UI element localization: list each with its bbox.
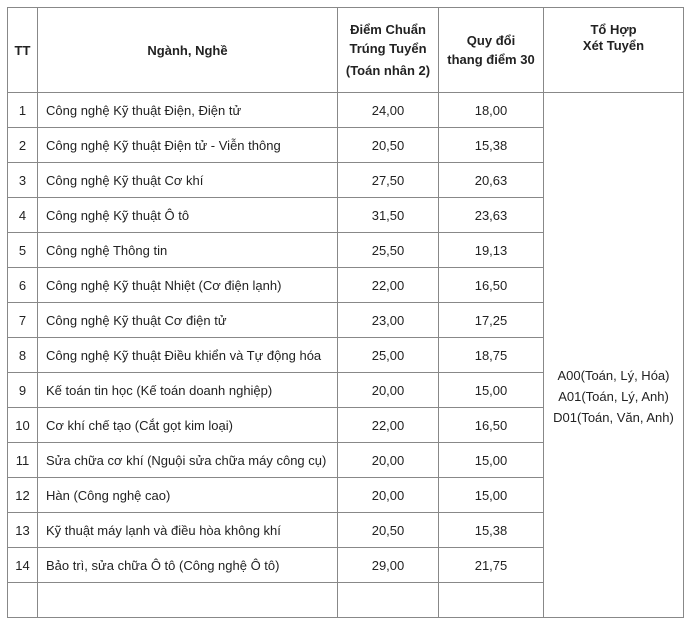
header-combo-line2: Xét Tuyển [582,38,645,53]
header-conv: Quy đổi thang điểm 30 [438,7,544,93]
row-score: 31,50 [337,197,439,233]
header-score: Điểm Chuẩn Trúng Tuyển (Toán nhân 2) [337,7,439,93]
row-name: Bảo trì, sửa chữa Ô tô (Công nghệ Ô tô) [37,547,338,583]
row-tt: 8 [7,337,38,373]
header-combo: Tổ Hợp Xét Tuyển [543,7,684,93]
combo-item: A01(Toán, Lý, Anh) [558,389,669,404]
row-cell-empty [438,582,544,618]
row-conv: 18,75 [438,337,544,373]
row-name: Công nghệ Kỹ thuật Điện tử - Viễn thông [37,127,338,163]
row-name: Kỹ thuật máy lạnh và điều hòa không khí [37,512,338,548]
row-score: 20,00 [337,372,439,408]
table-row: 11 Sửa chữa cơ khí (Nguội sửa chữa máy cô… [7,442,684,478]
row-name: Hàn (Công nghệ cao) [37,477,338,513]
table-row: 4 Công nghệ Kỹ thuật Ô tô 31,50 23,63 [7,197,684,233]
table-row: 3 Công nghệ Kỹ thuật Cơ khí 27,50 20,63 [7,162,684,198]
table-row: 2 Công nghệ Kỹ thuật Điện tử - Viễn thông… [7,127,684,163]
row-tt: 14 [7,547,38,583]
table-row: 12 Hàn (Công nghệ cao) 20,00 15,00 [7,477,684,513]
row-name: Công nghệ Kỹ thuật Ô tô [37,197,338,233]
row-tt: 10 [7,407,38,443]
row-name: Công nghệ Thông tin [37,232,338,268]
row-score: 22,00 [337,267,439,303]
row-tt: 11 [7,442,38,478]
header-score-line1: Điểm Chuẩn [350,22,426,37]
row-tt: 4 [7,197,38,233]
row-conv: 16,50 [438,267,544,303]
header-row: TT Ngành, Nghề Điểm Chuẩn Trúng Tuyển (T… [7,7,684,93]
row-cell-empty [7,582,38,618]
row-score: 20,50 [337,127,439,163]
row-name: Kế toán tin học (Kế toán doanh nghiệp) [37,372,338,408]
row-conv: 15,00 [438,372,544,408]
table-row: 10 Cơ khí chế tạo (Cắt gọt kim loại) 22,00… [7,407,684,443]
row-name: Cơ khí chế tạo (Cắt gọt kim loại) [37,407,338,443]
table-row: 5 Công nghệ Thông tin 25,50 19,13 [7,232,684,268]
table-row: 7 Công nghệ Kỹ thuật Cơ điện tử 23,00 17,25 [7,302,684,338]
row-tt: 13 [7,512,38,548]
row-tt: 2 [7,127,38,163]
combo-cell: A00(Toán, Lý, Hóa) A01(Toán, Lý, Anh) D01(… [543,92,684,618]
row-score: 20,50 [337,512,439,548]
row-name: Sửa chữa cơ khí (Nguội sửa chữa máy công… [37,442,338,478]
row-name: Công nghệ Kỹ thuật Cơ khí [37,162,338,198]
row-conv: 23,63 [438,197,544,233]
table-row: 8 Công nghệ Kỹ thuật Điều khiển và Tự độn… [7,337,684,373]
row-conv: 21,75 [438,547,544,583]
row-cell-empty [337,582,439,618]
row-name: Công nghệ Kỹ thuật Điện, Điện tử [37,92,338,128]
row-tt: 5 [7,232,38,268]
row-conv: 15,00 [438,477,544,513]
row-name: Công nghệ Kỹ thuật Cơ điện tử [37,302,338,338]
row-name: Công nghệ Kỹ thuật Điều khiển và Tự động… [37,337,338,373]
header-conv-line1: Quy đổi [466,33,516,48]
row-score: 25,50 [337,232,439,268]
table-row: 13 Kỹ thuật máy lạnh và điều hòa không kh… [7,512,684,548]
row-cell-empty [37,582,338,618]
combo-item: A00(Toán, Lý, Hóa) [557,368,670,383]
row-score: 25,00 [337,337,439,373]
row-conv: 19,13 [438,232,544,268]
header-score-line3: (Toán nhân 2) [345,63,431,78]
table-row: 9 Kế toán tin học (Kế toán doanh nghiệp) 2… [7,372,684,408]
row-score: 22,00 [337,407,439,443]
table-row: 6 Công nghệ Kỹ thuật Nhiệt (Cơ điện lạnh)… [7,267,684,303]
table-row: 1 Công nghệ Kỹ thuật Điện, Điện tử 24,00 18… [7,92,684,618]
row-tt: 1 [7,92,38,128]
row-score: 24,00 [337,92,439,128]
row-score: 20,00 [337,477,439,513]
row-conv: 16,50 [438,407,544,443]
row-score: 20,00 [337,442,439,478]
row-name: Công nghệ Kỹ thuật Nhiệt (Cơ điện lạnh) [37,267,338,303]
header-name: Ngành, Nghề [37,7,338,93]
row-conv: 20,63 [438,162,544,198]
header-conv-line2: thang điểm 30 [447,52,535,67]
row-tt: 7 [7,302,38,338]
row-tt: 3 [7,162,38,198]
row-conv: 15,00 [438,442,544,478]
header-score-line2: Trúng Tuyển [349,41,427,56]
header-tt: TT [7,7,38,93]
row-tt: 12 [7,477,38,513]
row-tt: 6 [7,267,38,303]
row-score: 27,50 [337,162,439,198]
header-combo-line1: Tổ Hợp [590,22,637,37]
row-tt: 9 [7,372,38,408]
row-conv: 18,00 [438,92,544,128]
row-conv: 17,25 [438,302,544,338]
row-conv: 15,38 [438,127,544,163]
row-score: 29,00 [337,547,439,583]
row-score: 23,00 [337,302,439,338]
combo-item: D01(Toán, Văn, Anh) [553,410,674,425]
admission-scores-table: TT Ngành, Nghề Điểm Chuẩn Trúng Tuyển (T… [7,7,684,618]
row-conv: 15,38 [438,512,544,548]
